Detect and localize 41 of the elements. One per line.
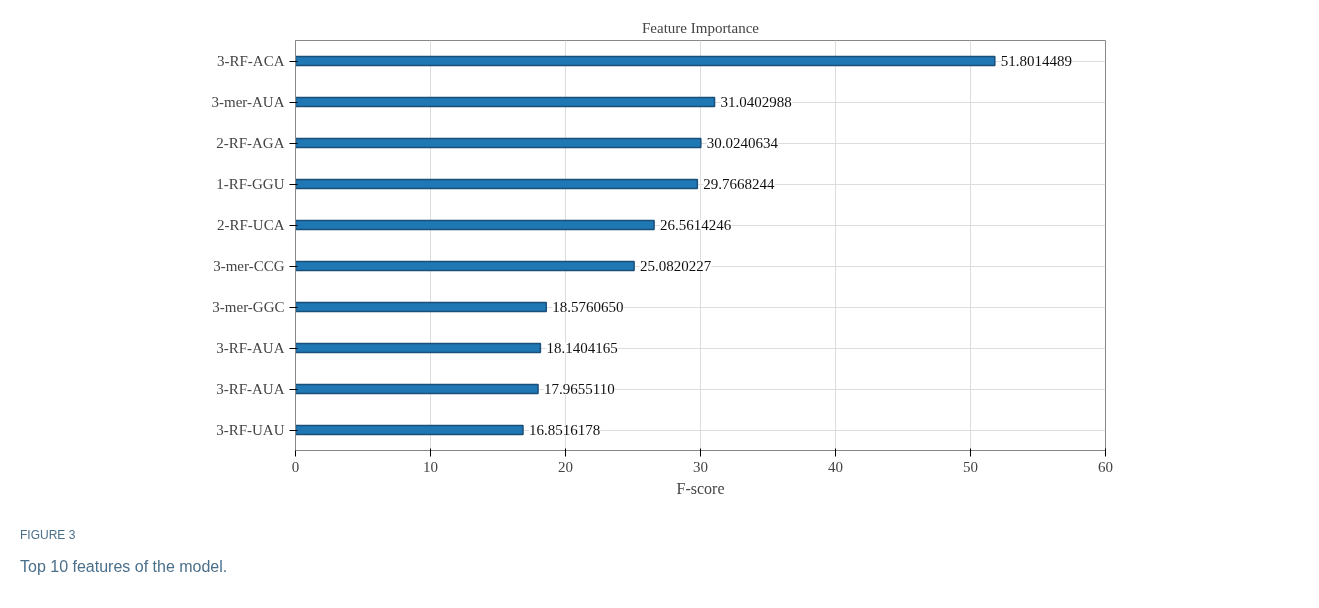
y-tick-label: 3-RF-UAU [216, 422, 285, 438]
bar [295, 260, 635, 272]
y-tick-label: 1-RF-GGU [216, 176, 285, 192]
data-label: 25.0820227 [640, 258, 712, 274]
y-tick-label: 3-RF-ACA [216, 53, 285, 69]
y-tick-label: 3-mer-CCG [213, 258, 285, 274]
x-tick-label: 50 [963, 458, 978, 475]
bar [295, 137, 702, 149]
y-tick-label: 2-RF-UCA [216, 217, 285, 233]
data-label: 29.7668244 [703, 176, 776, 192]
y-tick-label: 2-RF-AGA [216, 135, 285, 151]
x-tick-label: 20 [558, 458, 573, 475]
data-label: 18.5760650 [552, 299, 624, 315]
x-tick-label: 40 [828, 458, 843, 475]
data-label: 31.0402988 [720, 94, 792, 110]
x-tick-label: 10 [423, 458, 438, 475]
bar [295, 178, 699, 190]
data-label: 51.8014489 [1000, 53, 1073, 69]
text: Top 10 features of the model. [20, 557, 228, 578]
data-label: 16.8516178 [529, 422, 601, 438]
bar [295, 96, 716, 108]
x-tick-label: 0 [291, 458, 300, 475]
bar [295, 342, 542, 354]
y-tick-label: 3-mer-GGC [212, 299, 285, 315]
bar [295, 383, 539, 395]
x-axis-title: F-score [676, 479, 725, 497]
x-tick-label: 30 [693, 458, 708, 475]
bar [295, 301, 548, 313]
data-label: 26.5614246 [660, 217, 732, 233]
caption: FIGURE 3 [20, 527, 76, 544]
y-tick-label: 3-RF-AUA [216, 381, 285, 397]
bar [295, 424, 524, 436]
x-tick-label: 60 [1098, 458, 1113, 475]
bar [295, 55, 996, 67]
data-label: 30.0240634 [706, 135, 779, 151]
data-label: 17.9655110 [544, 381, 615, 397]
bar [295, 219, 655, 231]
y-tick-label: 3-mer-AUA [211, 94, 285, 110]
y-tick-label: 3-RF-AUA [216, 340, 285, 356]
chart-title: Feature Importance [641, 19, 760, 36]
data-label: 18.1404165 [546, 340, 618, 356]
